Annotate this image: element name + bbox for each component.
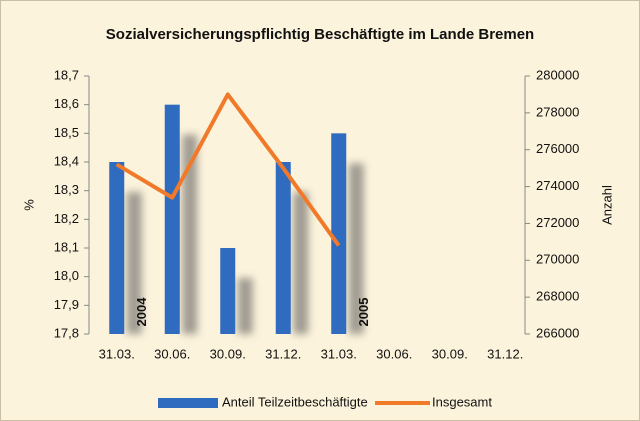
y-tick-label: 18,0 xyxy=(54,268,79,283)
bar-shadow xyxy=(237,278,253,334)
annotation: 2004 xyxy=(134,297,149,327)
line xyxy=(115,92,341,247)
y2-axis-label: Anzahl xyxy=(599,185,614,225)
bar xyxy=(164,104,180,335)
legend-swatch xyxy=(158,398,218,408)
legend-label: Anteil Teilzeitbeschäftigte xyxy=(222,394,368,409)
y-tick-label: 17,8 xyxy=(54,325,79,340)
y-tick-label: 18,1 xyxy=(54,239,79,254)
x-tick-label: 31.03. xyxy=(321,346,357,361)
y-tick-label: 18,2 xyxy=(54,211,79,226)
y-tick-label: 18,3 xyxy=(54,182,79,197)
x-tick-label: 31.03. xyxy=(99,346,135,361)
annotation: 2005 xyxy=(356,298,371,327)
chart-title: Sozialversicherungspflichtig Beschäftigt… xyxy=(106,26,534,43)
x-tick-label: 31.12. xyxy=(265,346,301,361)
y-tick-label: 18,7 xyxy=(54,67,79,82)
y2-tick-label: 270000 xyxy=(536,252,579,267)
bar-shadow xyxy=(182,134,198,334)
y2-tick-label: 266000 xyxy=(536,325,579,340)
y2-tick-label: 276000 xyxy=(536,141,579,156)
x-tick-label: 31.12. xyxy=(487,346,523,361)
y2-tick-label: 278000 xyxy=(536,104,579,119)
x-tick-label: 30.06. xyxy=(376,346,412,361)
bar xyxy=(275,162,291,334)
bar-shadow xyxy=(348,163,364,334)
bar xyxy=(109,162,125,334)
x-tick-label: 30.09. xyxy=(432,346,468,361)
y2-tick-label: 268000 xyxy=(536,289,579,304)
legend-label: Insgesamt xyxy=(432,394,492,409)
x-tick-label: 30.09. xyxy=(210,346,246,361)
bar-shadow xyxy=(293,192,309,334)
bar-shadow xyxy=(126,192,142,334)
y2-tick-label: 272000 xyxy=(536,215,579,230)
y-axis-label: % xyxy=(21,199,36,211)
y-tick-label: 18,5 xyxy=(54,125,79,140)
y-tick-label: 18,4 xyxy=(54,153,79,168)
y2-tick-label: 280000 xyxy=(536,67,579,82)
y-tick-label: 17,9 xyxy=(54,297,79,312)
bar xyxy=(220,248,236,334)
x-tick-label: 30.06. xyxy=(154,346,190,361)
y2-tick-label: 274000 xyxy=(536,178,579,193)
y-tick-label: 18,6 xyxy=(54,96,79,111)
bar xyxy=(331,133,347,334)
